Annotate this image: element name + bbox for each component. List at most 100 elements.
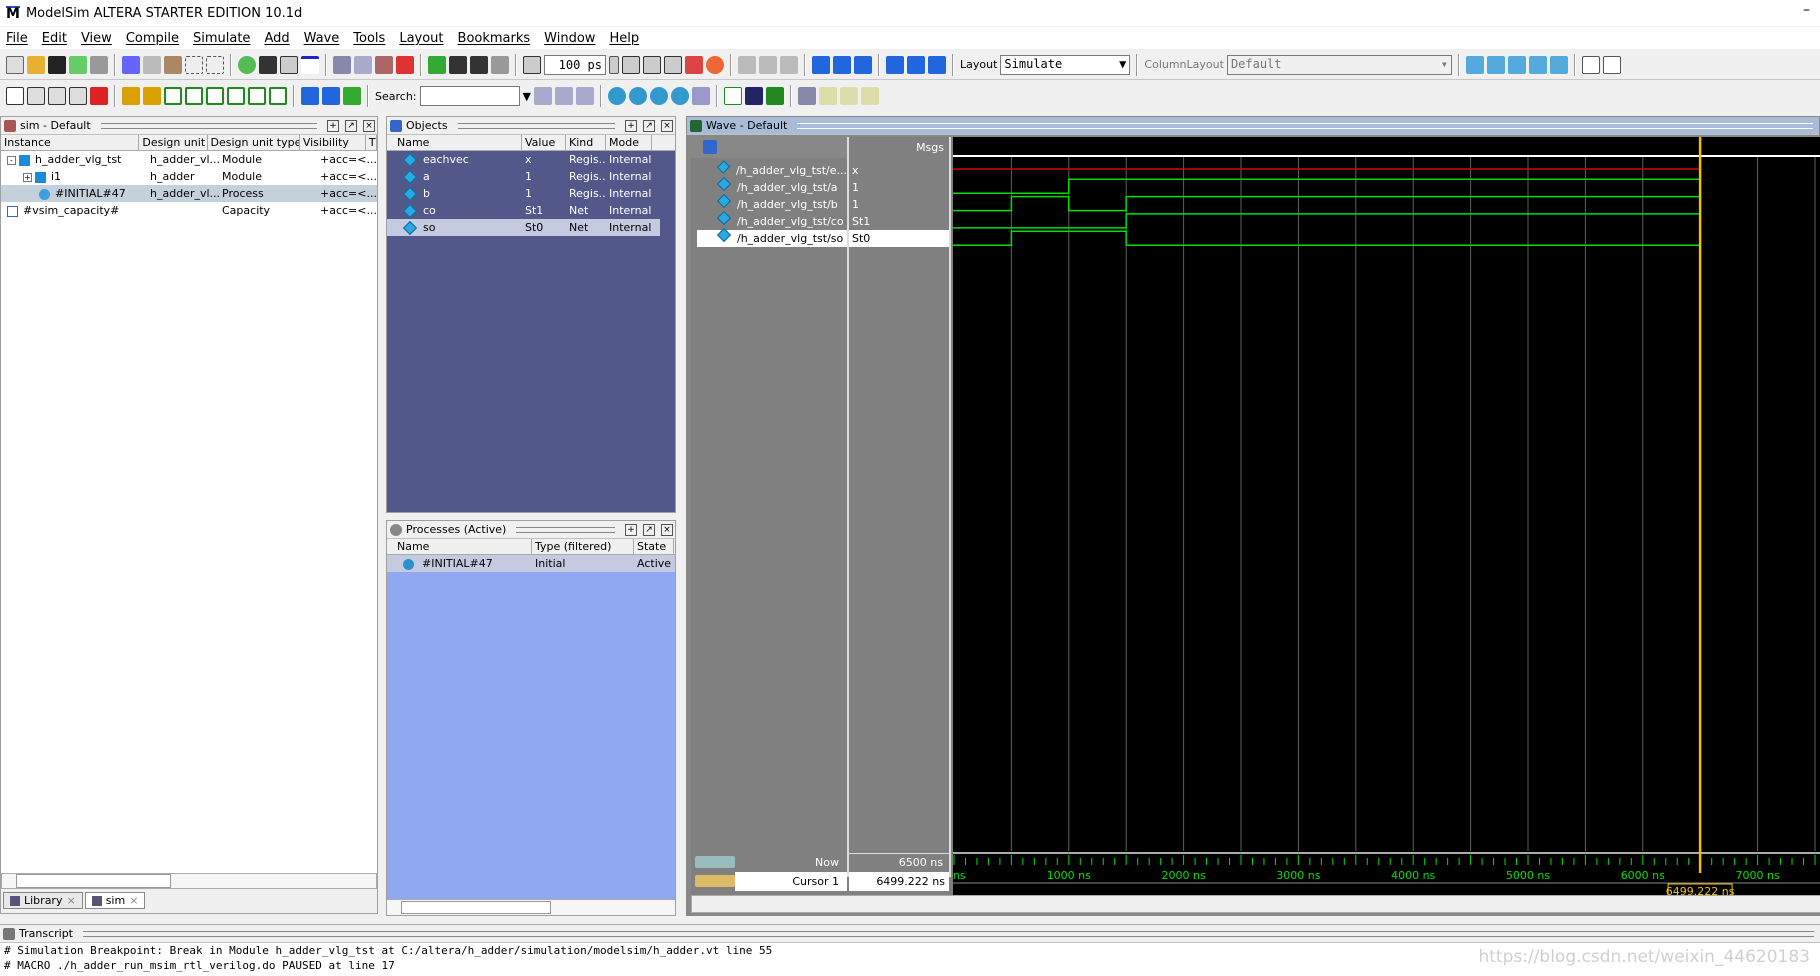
- dock-button[interactable]: +: [625, 523, 637, 536]
- up-arrow-icon[interactable]: [449, 55, 467, 74]
- menu-simulate[interactable]: Simulate: [192, 30, 251, 46]
- column-header[interactable]: Name: [387, 539, 532, 554]
- close-button[interactable]: ×: [661, 119, 673, 132]
- tree-row[interactable]: - h_adder_vlg_tst h_adder_vl... Module +acc=…: [1, 151, 377, 168]
- wave-hscrollbar[interactable]: [691, 895, 1820, 913]
- zoom-in-icon[interactable]: [607, 87, 626, 105]
- object-row[interactable]: eachvec x Regis... Internal: [387, 151, 660, 168]
- zoom-out-icon[interactable]: [628, 87, 647, 105]
- menu-window[interactable]: Window: [544, 30, 596, 46]
- layout-select[interactable]: Simulate ▼: [1000, 54, 1131, 75]
- tree-row[interactable]: #INITIAL#47 h_adder_vl... Process +acc=<...: [1, 185, 377, 202]
- column-header[interactable]: T: [366, 135, 377, 150]
- zoom-cursor-icon[interactable]: [670, 87, 689, 105]
- memory-icon[interactable]: [759, 55, 777, 74]
- compile-all-icon[interactable]: [354, 55, 372, 74]
- add-icon[interactable]: [238, 55, 256, 74]
- zoom-mode-icon[interactable]: [27, 87, 45, 105]
- menu-view[interactable]: View: [80, 30, 112, 46]
- forward-arrow-icon[interactable]: [491, 55, 509, 74]
- break-run-icon[interactable]: [685, 55, 703, 74]
- menu-bookmarks[interactable]: Bookmarks: [457, 30, 531, 46]
- prev-rising-icon[interactable]: [248, 87, 266, 105]
- modelsim-icon[interactable]: [301, 55, 319, 74]
- run-length-stepper[interactable]: [609, 55, 619, 74]
- find-icon[interactable]: [259, 55, 277, 74]
- layout-apply-icon[interactable]: [1549, 55, 1568, 74]
- step-out-icon[interactable]: [854, 55, 872, 74]
- compile-icon[interactable]: [333, 55, 351, 74]
- wave-signal-name[interactable]: /h_adder_vlg_tst/a: [697, 176, 847, 196]
- run-length-input[interactable]: [544, 54, 606, 75]
- select-mode-icon[interactable]: [6, 87, 24, 105]
- transcript-text[interactable]: # Simulation Breakpoint: Break in Module…: [0, 943, 1820, 973]
- dataflow-icon[interactable]: [343, 87, 361, 105]
- dock-button[interactable]: +: [625, 119, 637, 132]
- menu-wave[interactable]: Wave: [303, 30, 340, 46]
- object-row[interactable]: b 1 Regis... Internal: [387, 185, 660, 202]
- sim-hscrollbar[interactable]: [1, 873, 377, 889]
- object-row[interactable]: so St0 Net Internal: [387, 219, 660, 236]
- open-folder-icon[interactable]: [27, 55, 45, 74]
- search-forward-icon[interactable]: [533, 87, 552, 105]
- undock-button[interactable]: ↗: [643, 523, 655, 536]
- expand-reader-icon[interactable]: [322, 87, 340, 105]
- cursor-value[interactable]: 6499.222 ns: [849, 872, 949, 891]
- wave-format-icon[interactable]: [723, 87, 742, 105]
- layout-edit-icon[interactable]: [1507, 55, 1526, 74]
- expander-toggle[interactable]: -: [7, 156, 16, 165]
- search-backward-icon[interactable]: [554, 87, 573, 105]
- column-header[interactable]: Name: [387, 135, 522, 150]
- undock-button[interactable]: ↗: [643, 119, 655, 132]
- object-row[interactable]: co St1 Net Internal: [387, 202, 660, 219]
- cursor-icons[interactable]: [695, 875, 735, 887]
- back-arrow-icon[interactable]: [470, 55, 488, 74]
- grid-icon[interactable]: [797, 87, 816, 105]
- processes-hscrollbar[interactable]: [387, 899, 675, 915]
- step-out-current-icon[interactable]: [928, 55, 946, 74]
- refresh-icon[interactable]: [69, 55, 87, 74]
- wave-signal-name[interactable]: /h_adder_vlg_tst/e...: [697, 160, 847, 179]
- wave-tools-icon[interactable]: [703, 140, 717, 154]
- column-header[interactable]: Design unit type: [208, 135, 300, 150]
- menu-add[interactable]: Add: [264, 30, 290, 46]
- next-rising-icon[interactable]: [269, 87, 287, 105]
- step-into-current-icon[interactable]: [886, 55, 904, 74]
- simulate-icon[interactable]: [375, 55, 393, 74]
- edge3-icon[interactable]: [860, 87, 879, 105]
- edge-icon[interactable]: [818, 87, 837, 105]
- tree-row[interactable]: + i1 h_adder Module +acc=<...: [1, 168, 377, 185]
- zoom-range-icon[interactable]: [691, 87, 710, 105]
- hand-icon[interactable]: [780, 55, 798, 74]
- save-icon[interactable]: [48, 55, 66, 74]
- waveform-canvas[interactable]: 0 ns 1000 ns 2000 ns 3000 ns 4000 ns 5000 ns 6…: [953, 137, 1820, 897]
- menu-compile[interactable]: Compile: [125, 30, 179, 46]
- insert-cursor-icon[interactable]: [122, 87, 140, 105]
- dock-button[interactable]: +: [327, 119, 339, 132]
- step-over-icon[interactable]: [833, 55, 851, 74]
- paste-icon[interactable]: [164, 55, 182, 74]
- layout-save-icon[interactable]: [1528, 55, 1547, 74]
- wave-dark-icon[interactable]: [744, 87, 763, 105]
- minimize-button[interactable]: –: [1803, 2, 1810, 18]
- wave-signal-name[interactable]: /h_adder_vlg_tst/so: [697, 227, 847, 247]
- wave-signal-name[interactable]: /h_adder_vlg_tst/co: [697, 210, 847, 230]
- close-button[interactable]: ×: [363, 119, 375, 132]
- column-header[interactable]: Design unit: [139, 135, 208, 150]
- delete-cursor-icon[interactable]: [143, 87, 161, 105]
- step-over-current-icon[interactable]: [907, 55, 925, 74]
- hierarchy-icon[interactable]: [280, 55, 298, 74]
- circle-mode-icon[interactable]: [1602, 55, 1621, 74]
- edit-mode-icon[interactable]: [69, 87, 87, 105]
- prev-falling-icon[interactable]: [206, 87, 224, 105]
- prev-edge-icon[interactable]: [164, 87, 182, 105]
- stop-icon[interactable]: [706, 55, 724, 74]
- column-layout-select[interactable]: Default ▾: [1226, 54, 1452, 75]
- break-icon[interactable]: [396, 55, 414, 74]
- step-into-icon[interactable]: [812, 55, 830, 74]
- object-row[interactable]: a 1 Regis... Internal: [387, 168, 660, 185]
- column-header[interactable]: Kind: [566, 135, 606, 150]
- zoom-full-icon[interactable]: [649, 87, 668, 105]
- close-icon[interactable]: ×: [66, 894, 76, 907]
- print-icon[interactable]: [90, 55, 108, 74]
